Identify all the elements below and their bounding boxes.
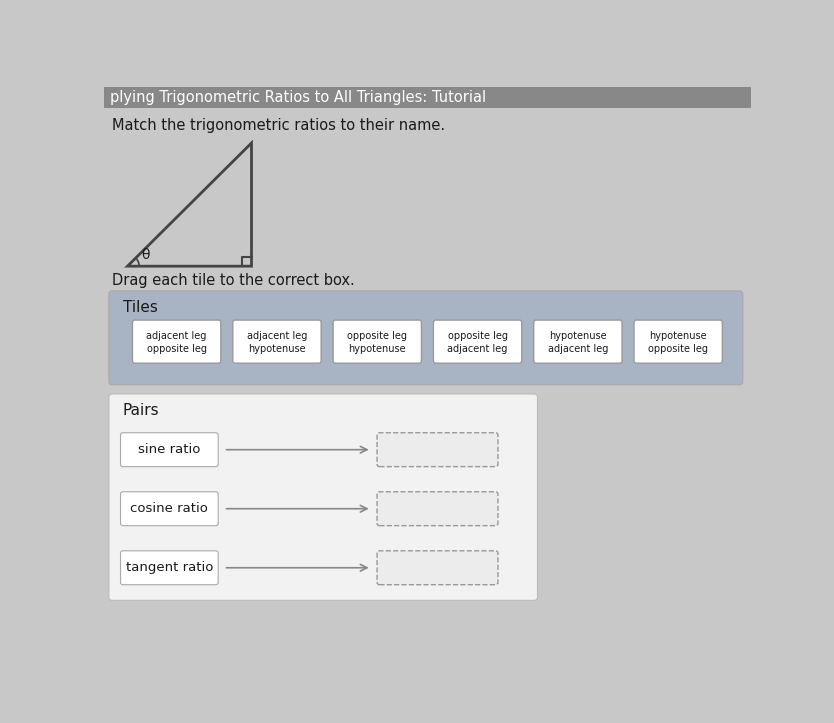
Text: opposite leg: opposite leg — [147, 343, 207, 354]
Text: hypotenuse: hypotenuse — [549, 331, 606, 341]
Text: hypotenuse: hypotenuse — [650, 331, 707, 341]
FancyBboxPatch shape — [377, 492, 498, 526]
Text: plying Trigonometric Ratios to All Triangles: Tutorial: plying Trigonometric Ratios to All Trian… — [110, 90, 486, 105]
FancyBboxPatch shape — [133, 320, 221, 363]
FancyBboxPatch shape — [233, 320, 321, 363]
Text: tangent ratio: tangent ratio — [126, 561, 213, 574]
FancyBboxPatch shape — [534, 320, 622, 363]
FancyBboxPatch shape — [377, 433, 498, 466]
Text: opposite leg: opposite leg — [448, 331, 508, 341]
Text: cosine ratio: cosine ratio — [130, 502, 208, 515]
Text: Pairs: Pairs — [123, 403, 159, 418]
FancyBboxPatch shape — [333, 320, 421, 363]
Text: adjacent leg: adjacent leg — [247, 331, 307, 341]
Text: Match the trigonometric ratios to their name.: Match the trigonometric ratios to their … — [112, 118, 445, 133]
Text: sine ratio: sine ratio — [138, 443, 200, 456]
FancyBboxPatch shape — [377, 551, 498, 585]
Text: adjacent leg: adjacent leg — [548, 343, 608, 354]
Text: Drag each tile to the correct box.: Drag each tile to the correct box. — [112, 273, 354, 288]
FancyBboxPatch shape — [121, 492, 219, 526]
FancyBboxPatch shape — [634, 320, 722, 363]
Text: θ: θ — [142, 247, 150, 262]
FancyBboxPatch shape — [109, 291, 743, 385]
Text: opposite leg: opposite leg — [648, 343, 708, 354]
Bar — [104, 87, 751, 108]
Text: hypotenuse: hypotenuse — [249, 343, 306, 354]
FancyBboxPatch shape — [121, 433, 219, 466]
Text: opposite leg: opposite leg — [347, 331, 407, 341]
Text: hypotenuse: hypotenuse — [349, 343, 406, 354]
FancyBboxPatch shape — [434, 320, 522, 363]
FancyBboxPatch shape — [121, 551, 219, 585]
Text: adjacent leg: adjacent leg — [147, 331, 207, 341]
Text: adjacent leg: adjacent leg — [447, 343, 508, 354]
FancyBboxPatch shape — [109, 394, 537, 600]
Text: Tiles: Tiles — [123, 300, 158, 315]
